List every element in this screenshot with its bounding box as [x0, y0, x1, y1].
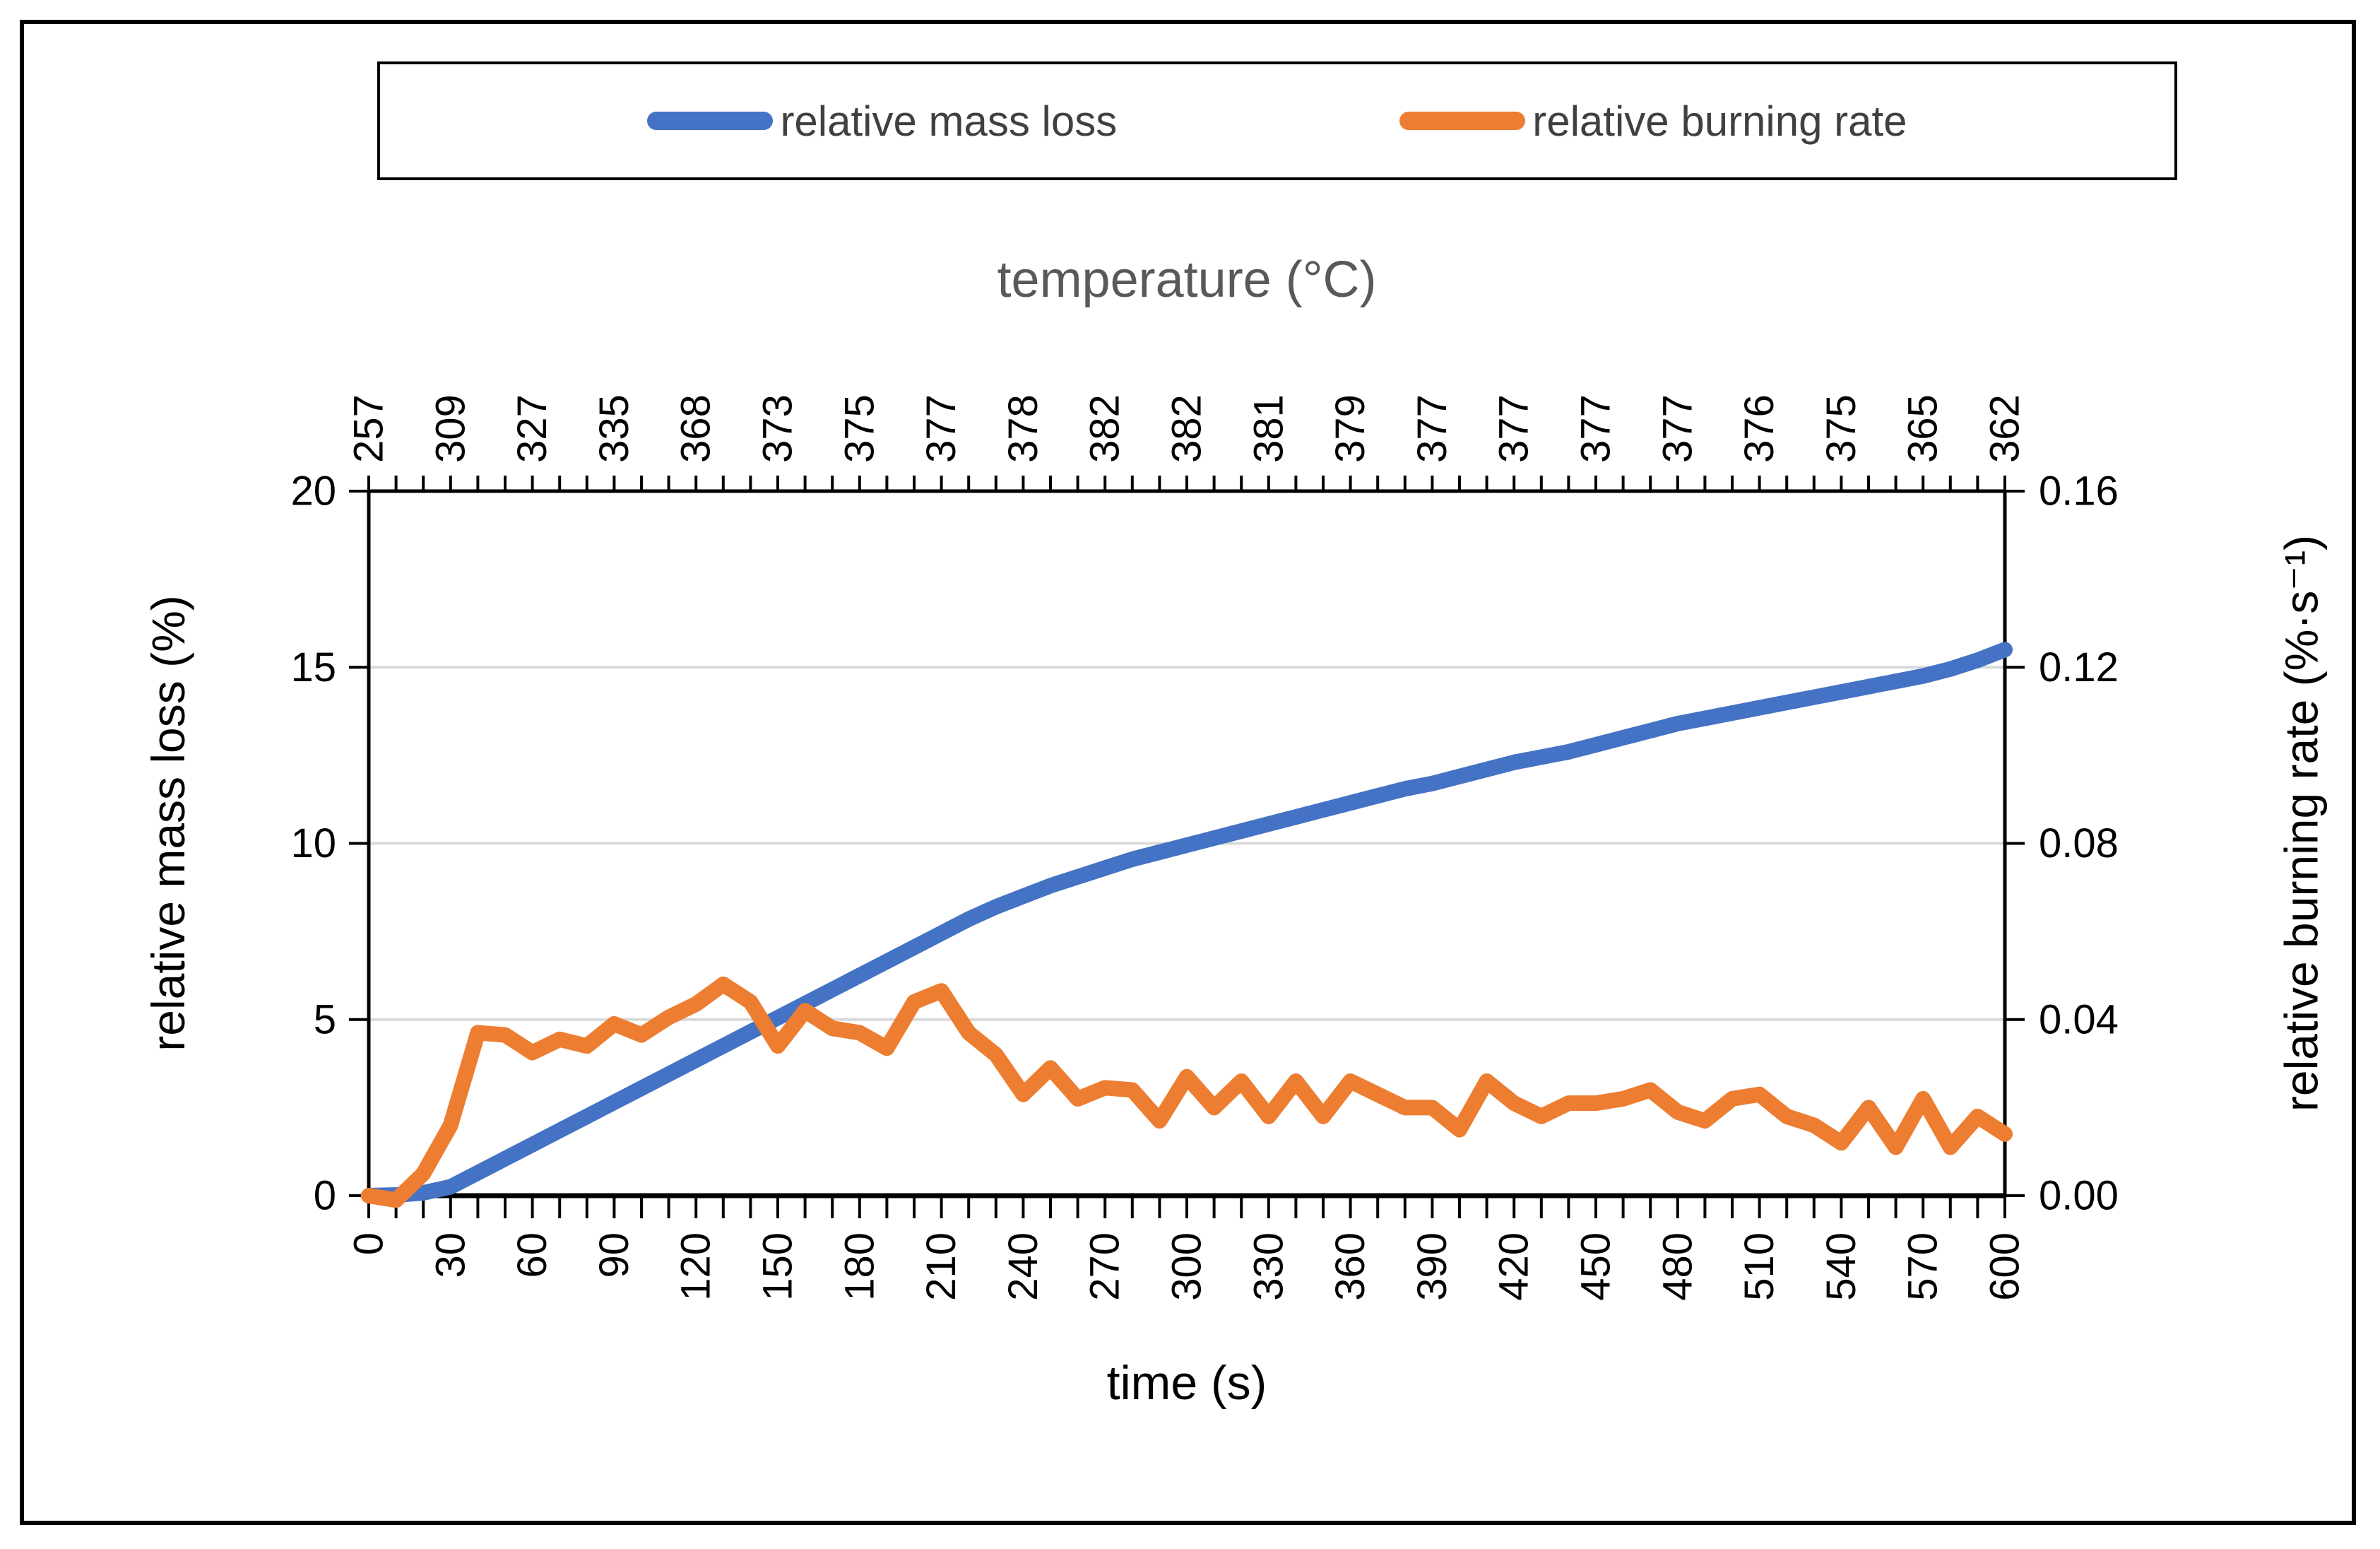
bottom-axis-tick-label: 360 — [1327, 1232, 1373, 1301]
bottom-axis-tick-label: 540 — [1818, 1232, 1864, 1301]
top-axis-temperature-label: 382 — [1082, 394, 1128, 463]
right-axis-tick-label: 0.12 — [2039, 644, 2119, 690]
top-axis-temperature-label: 377 — [1491, 394, 1537, 463]
bottom-axis-tick-label: 330 — [1245, 1232, 1291, 1301]
bottom-axis-title: time (s) — [1106, 1356, 1267, 1410]
bottom-axis-tick-label: 510 — [1736, 1232, 1782, 1301]
bottom-axis-tick-label: 90 — [591, 1232, 637, 1278]
bottom-axis-tick-label: 390 — [1409, 1232, 1455, 1301]
top-axis-temperature-label: 327 — [509, 394, 555, 463]
left-axis-tick-label: 15 — [290, 644, 336, 690]
bottom-axis-tick-label: 150 — [755, 1232, 801, 1301]
bottom-axis-tick-label: 120 — [673, 1232, 719, 1301]
bottom-axis-tick-label: 270 — [1082, 1232, 1128, 1301]
top-axis-temperature-label: 375 — [1818, 394, 1864, 463]
top-axis-temperature-label: 368 — [673, 394, 719, 463]
left-axis-tick-label: 0 — [314, 1173, 336, 1219]
top-axis-temperature-label: 335 — [591, 394, 637, 463]
bottom-axis-tick-label: 240 — [1000, 1232, 1046, 1301]
mass-loss-swatch-icon — [647, 112, 774, 130]
right-axis-tick-label: 0.16 — [2039, 469, 2119, 514]
figure-frame — [20, 20, 2356, 1525]
top-axis-temperature-label: 375 — [836, 394, 882, 463]
bottom-axis-tick-label: 570 — [1900, 1232, 1946, 1301]
data-series — [361, 642, 2013, 1208]
top-axis-temperature-label: 373 — [755, 394, 801, 463]
bottom-axis-tick-label: 60 — [509, 1232, 555, 1278]
left-axis-title: relative mass loss (%) — [142, 595, 194, 1052]
top-axis-temperature-label: 381 — [1245, 394, 1291, 463]
bottom-axis-tick-label: 600 — [1982, 1232, 2028, 1301]
right-axis-tick-label: 0.08 — [2039, 820, 2119, 866]
top-axis-temperature-label: 257 — [346, 394, 392, 463]
left-axis-tick-label: 10 — [290, 820, 336, 866]
legend-entry-burning-rate: relative burning rate — [1399, 97, 1907, 146]
legend-entry-mass-loss: relative mass loss — [647, 97, 1117, 146]
bottom-axis-tick-label: 450 — [1573, 1232, 1619, 1301]
series-line-relative-burning-rate — [361, 976, 2013, 1208]
right-axis-tick-label: 0.04 — [2039, 996, 2119, 1042]
top-axis-temperature-label: 377 — [918, 394, 964, 463]
left-axis-tick-label: 5 — [314, 996, 336, 1042]
bottom-axis-tick-label: 480 — [1654, 1232, 1700, 1301]
burning-rate-swatch-icon — [1399, 112, 1526, 130]
legend-label-burning-rate: relative burning rate — [1532, 97, 1907, 145]
bottom-axis-tick-label: 30 — [427, 1232, 473, 1278]
top-axis-temperature-label: 377 — [1409, 394, 1455, 463]
top-axis-temperature-label: 382 — [1164, 394, 1210, 463]
series-line-relative-mass-loss — [361, 642, 2013, 1203]
legend-label-mass-loss: relative mass loss — [780, 97, 1118, 145]
top-axis-temperature-label: 309 — [427, 394, 473, 463]
bottom-axis-tick-label: 180 — [836, 1232, 882, 1301]
bottom-axis-tick-label: 210 — [918, 1232, 964, 1301]
bottom-axis-tick-label: 0 — [346, 1232, 392, 1255]
top-axis-temperature-label: 378 — [1000, 394, 1046, 463]
top-axis-temperature-label: 362 — [1982, 394, 2028, 463]
top-axis-title: temperature (°C) — [997, 252, 1377, 308]
bottom-axis-tick-label: 420 — [1491, 1232, 1537, 1301]
bottom-axis-tick-label: 300 — [1164, 1232, 1210, 1301]
left-axis-tick-label: 20 — [290, 469, 336, 514]
top-axis-temperature-label: 376 — [1736, 394, 1782, 463]
right-axis-tick-label: 0.00 — [2039, 1173, 2119, 1219]
top-axis-temperature-label: 377 — [1573, 394, 1619, 463]
top-axis-temperature-label: 365 — [1900, 394, 1946, 463]
legend: relative mass loss relative burning rate — [377, 61, 2177, 180]
top-axis-temperature-label: 377 — [1654, 394, 1700, 463]
top-axis-temperature-label: 379 — [1327, 394, 1373, 463]
right-axis-title: relative burning rate (%·s⁻¹) — [2275, 534, 2328, 1112]
